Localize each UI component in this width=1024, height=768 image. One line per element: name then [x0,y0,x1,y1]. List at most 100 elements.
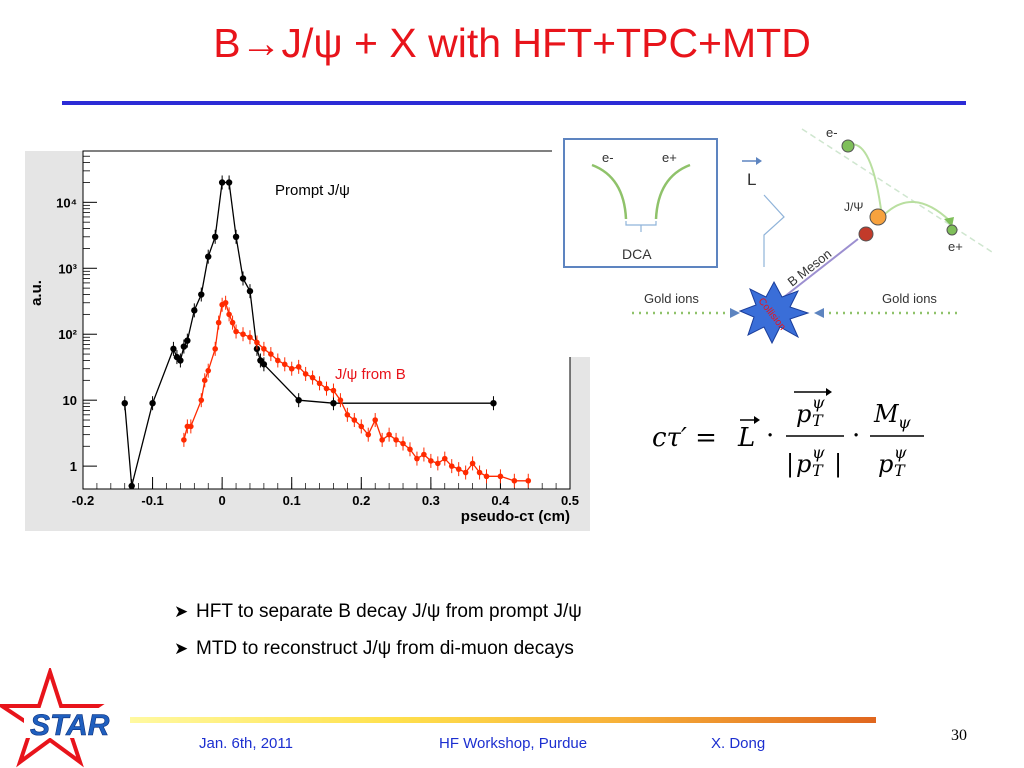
data-point [309,374,316,381]
data-point [198,291,205,298]
slide-title: B→J/ψ + X with HFT+TPC+MTD [213,20,811,66]
formula-lhs: cτ′ = [652,423,717,453]
data-point [261,346,267,352]
data-point [288,365,295,372]
positron-dot [946,224,958,236]
dca-inset-e-minus: e- [602,150,614,165]
y-tick-label: 10⁴ [56,195,77,210]
b-meson-track [783,238,859,298]
footer-gradient-bar [130,717,876,723]
x-tick-label: 0.3 [422,493,440,508]
y-tick-label: 10³ [58,261,77,276]
pseudo-ctau-plot: 1 10 10² 10³ 10⁴ -0.2 -0.1 0 0.1 0.2 0.3 0.4 0.5 a.… [25,123,590,531]
data-point [483,473,490,480]
l-bracket [763,194,785,267]
jpsi-label: J/Ψ [844,200,863,214]
formula-den-p: p [796,450,811,478]
data-point [358,423,365,430]
data-point [226,311,232,318]
positron-arrow-head [944,217,954,227]
data-point [212,346,218,352]
data-point [448,463,455,469]
y-tick-label: 10 [63,393,77,408]
jpsi-dot [869,208,887,226]
data-point [184,337,191,344]
series-1 [181,295,532,488]
data-point [181,437,187,443]
data-point [188,423,194,430]
data-point [232,233,240,241]
data-point [344,412,351,418]
electron-dot [841,139,855,153]
data-point [428,458,434,464]
data-point [295,364,302,370]
plot-top-margin [25,123,590,151]
data-point [393,437,399,443]
footer-date: Jan. 6th, 2011 [199,735,293,752]
star-logo-text-backdrop [24,708,128,738]
data-point [469,460,476,467]
prompt-annotation: Prompt J/ψ [275,182,350,199]
data-point [316,380,323,387]
data-point [240,331,246,338]
formula-den-psi: ψ [812,443,825,462]
formula-l-vector-head [754,416,760,424]
formula-num-t: T [812,411,824,430]
data-point [462,469,469,476]
y-minor-ticks [83,150,90,447]
b-annotation: J/ψ from B [335,366,406,383]
data-point [260,361,268,368]
series-0 [121,175,497,490]
x-tick-label: -0.1 [141,493,163,508]
data-point [323,385,330,392]
data-point [229,319,236,326]
bullet-arrow-icon: ➤ [174,639,189,658]
formula-den-t: T [812,461,824,480]
data-point [211,233,219,241]
data-point [233,328,239,335]
data-point [386,431,392,438]
formula-m: M [873,400,900,428]
data-point [170,345,177,353]
data-point [275,357,281,364]
gold-ions-right-label: Gold ions [882,291,937,306]
data-point [254,339,260,346]
data-point [372,417,379,423]
data-point [281,361,288,368]
ctau-formula: cτ′ = L · p ψ T | p ψ T | · M ψ p ψ T [652,388,924,480]
data-point [215,319,222,326]
positron-track [881,201,951,222]
data-point [407,446,413,453]
data-point [435,460,441,467]
collision-star-icon [738,280,810,345]
data-point [239,275,247,282]
data-point [379,437,385,443]
star-logo-text: STAR [30,709,110,742]
data-point [525,477,532,484]
y-tick-label: 1 [70,459,77,474]
formula-num-p: p [796,400,811,428]
data-point [302,371,309,377]
x-tick-label: 0.1 [283,493,301,508]
data-point [421,451,427,458]
b-meson-dot [858,226,874,242]
data-point [490,399,497,407]
dca-label: DCA [622,246,652,262]
footer-event: HF Workshop, Purdue [439,735,588,752]
formula-p-vector-head [826,388,832,396]
dca-bracket [625,221,657,232]
data-point [400,440,406,447]
data-point [177,357,184,364]
dca-positron-track [654,163,691,220]
y-axis-label: a.u. [28,280,45,306]
x-tick-label: -0.2 [72,493,94,508]
gold-ions-left-label: Gold ions [644,291,699,306]
gold-ions-right-arrow-head [814,308,824,318]
data-point [218,179,226,186]
beam-axis [801,128,992,253]
data-point [180,343,188,350]
formula-dot-1: · [766,421,774,451]
l-label: L [747,170,756,189]
formula-den2-t: T [894,461,906,480]
formula-m-psi: ψ [898,413,911,432]
